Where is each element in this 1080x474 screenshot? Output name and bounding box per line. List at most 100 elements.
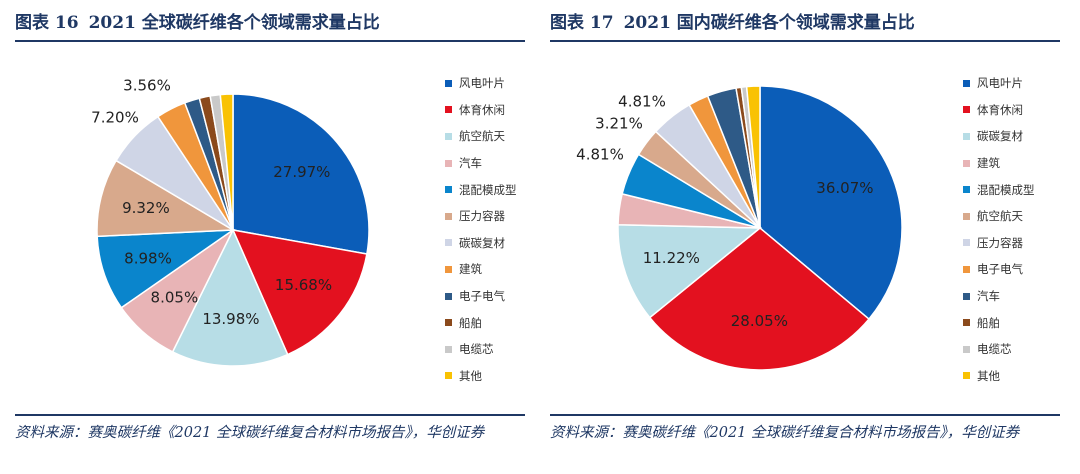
legend-item: 汽车 bbox=[445, 150, 517, 177]
legend-item: 汽车 bbox=[963, 283, 1035, 310]
pie-slice bbox=[232, 93, 370, 255]
legend-label: 其他 bbox=[459, 368, 482, 383]
slice-data-label: 36.07% bbox=[816, 179, 873, 197]
legend-label: 混配模成型 bbox=[977, 182, 1035, 197]
legend-label: 建筑 bbox=[977, 156, 1000, 171]
legend-item: 碳碳复材 bbox=[445, 230, 517, 257]
legend-label: 船舶 bbox=[977, 315, 1000, 330]
slice-data-label: 8.05% bbox=[151, 288, 199, 306]
legend-swatch bbox=[445, 292, 452, 300]
legend-label: 压力容器 bbox=[977, 235, 1023, 250]
legend-swatch bbox=[963, 106, 970, 114]
chart-panel-domestic: 图表 17 2021 国内碳纤维各个领域需求量占比 36.07% 28.05% 11.… bbox=[550, 0, 1070, 474]
figure-number: 图表 17 bbox=[550, 13, 614, 33]
legend-swatch bbox=[963, 212, 970, 220]
legend-item: 电子电气 bbox=[963, 256, 1035, 283]
title-divider bbox=[550, 40, 1060, 42]
legend-item: 电缆芯 bbox=[445, 336, 517, 363]
slice-data-label: 4.81% bbox=[576, 146, 624, 164]
legend-swatch bbox=[963, 186, 970, 194]
pie-slice bbox=[171, 228, 289, 367]
legend-domestic: 风电叶片 体育休闲 碳碳复材 建筑 混配模成型 航空航天 压力容器 电子电气 汽车 船舶 电缆芯 其他 bbox=[963, 70, 1035, 389]
legend-swatch bbox=[963, 292, 970, 300]
chart-panel-global: 图表 16 2021 全球碳纤维各个领域需求量占比 27.97% 15.68% 13.… bbox=[15, 0, 535, 474]
legend-global: 风电叶片体育休闲航空航天汽车混配模成型压力容器碳碳复材建筑电子电气船舶电缆芯其他 bbox=[445, 70, 517, 389]
legend-item: 其他 bbox=[445, 363, 517, 390]
pie-slice bbox=[759, 85, 903, 321]
legend-swatch bbox=[445, 319, 452, 327]
legend-label: 混配模成型 bbox=[459, 182, 517, 197]
legend-label: 压力容器 bbox=[459, 209, 505, 224]
pie-chart-domestic: 36.07% 28.05% 11.22% 4.81% 3.21% 4.81% bbox=[576, 85, 903, 371]
legend-item: 风电叶片 bbox=[963, 70, 1035, 97]
legend-item: 航空航天 bbox=[445, 123, 517, 150]
legend-label: 风电叶片 bbox=[977, 76, 1023, 91]
title-divider bbox=[15, 40, 525, 42]
legend-swatch bbox=[445, 345, 452, 353]
slice-data-label: 7.20% bbox=[91, 109, 139, 127]
source-note: 资料来源：赛奥碳纤维《2021 全球碳纤维复合材料市场报告》，华创证券 bbox=[550, 425, 1020, 441]
legend-swatch bbox=[445, 239, 452, 247]
legend-item: 电子电气 bbox=[445, 283, 517, 310]
legend-label: 其他 bbox=[977, 368, 1000, 383]
legend-label: 汽车 bbox=[977, 289, 1000, 304]
legend-item: 体育休闲 bbox=[445, 97, 517, 124]
legend-swatch bbox=[963, 372, 970, 380]
legend-item: 航空航天 bbox=[963, 203, 1035, 230]
slice-data-label: 28.05% bbox=[731, 312, 788, 330]
source-divider bbox=[550, 414, 1060, 416]
legend-label: 航空航天 bbox=[977, 209, 1023, 224]
legend-swatch bbox=[445, 106, 452, 114]
pie-chart-global: 27.97% 15.68% 13.98%8.05% 8.98% 9.32% 7.20% 3.… bbox=[91, 77, 370, 367]
slice-data-label: 27.97% bbox=[273, 163, 330, 181]
legend-swatch bbox=[445, 212, 452, 220]
slice-data-label: 8.98% bbox=[124, 249, 172, 267]
chart-title: 图表 16 2021 全球碳纤维各个领域需求量占比 bbox=[15, 8, 390, 33]
legend-item: 混配模成型 bbox=[445, 176, 517, 203]
legend-item: 建筑 bbox=[963, 150, 1035, 177]
legend-label: 碳碳复材 bbox=[459, 235, 505, 250]
source-note: 资料来源：赛奥碳纤维《2021 全球碳纤维复合材料市场报告》，华创证券 bbox=[15, 425, 485, 441]
legend-label: 电子电气 bbox=[459, 289, 505, 304]
legend-swatch bbox=[963, 159, 970, 167]
legend-label: 船舶 bbox=[459, 315, 482, 330]
slice-data-label: 11.22% bbox=[643, 249, 700, 267]
pie-slice bbox=[617, 223, 763, 319]
legend-label: 碳碳复材 bbox=[977, 129, 1023, 144]
legend-swatch bbox=[445, 132, 452, 140]
legend-item: 电缆芯 bbox=[963, 336, 1035, 363]
slice-data-label: 13.98% bbox=[202, 310, 259, 328]
legend-item: 碳碳复材 bbox=[963, 123, 1035, 150]
legend-item: 建筑 bbox=[445, 256, 517, 283]
legend-swatch bbox=[963, 132, 970, 140]
slice-data-label: 3.56% bbox=[123, 77, 171, 95]
legend-label: 汽车 bbox=[459, 156, 482, 171]
legend-item: 压力容器 bbox=[445, 203, 517, 230]
pie-slice bbox=[231, 229, 368, 356]
title-text: 2021 国内碳纤维各个领域需求量占比 bbox=[623, 13, 915, 33]
legend-swatch bbox=[445, 265, 452, 273]
source-divider bbox=[15, 414, 525, 416]
slice-data-label: 4.81% bbox=[618, 93, 666, 111]
legend-item: 其他 bbox=[963, 363, 1035, 390]
legend-item: 风电叶片 bbox=[445, 70, 517, 97]
legend-item: 船舶 bbox=[445, 309, 517, 336]
pie-slice bbox=[648, 227, 871, 371]
legend-label: 电子电气 bbox=[977, 262, 1023, 277]
legend-label: 电缆芯 bbox=[459, 342, 494, 357]
legend-swatch bbox=[445, 186, 452, 194]
figure-number: 图表 16 bbox=[15, 13, 79, 33]
legend-swatch bbox=[963, 319, 970, 327]
slice-data-label: 9.32% bbox=[122, 199, 170, 217]
title-text: 2021 全球碳纤维各个领域需求量占比 bbox=[88, 13, 380, 33]
legend-label: 体育休闲 bbox=[459, 102, 505, 117]
legend-swatch bbox=[963, 239, 970, 247]
legend-swatch bbox=[963, 265, 970, 273]
legend-item: 船舶 bbox=[963, 309, 1035, 336]
legend-item: 混配模成型 bbox=[963, 176, 1035, 203]
legend-item: 压力容器 bbox=[963, 230, 1035, 257]
legend-swatch bbox=[445, 79, 452, 87]
legend-label: 建筑 bbox=[459, 262, 482, 277]
slice-data-label: 15.68% bbox=[275, 276, 332, 294]
legend-label: 风电叶片 bbox=[459, 76, 505, 91]
